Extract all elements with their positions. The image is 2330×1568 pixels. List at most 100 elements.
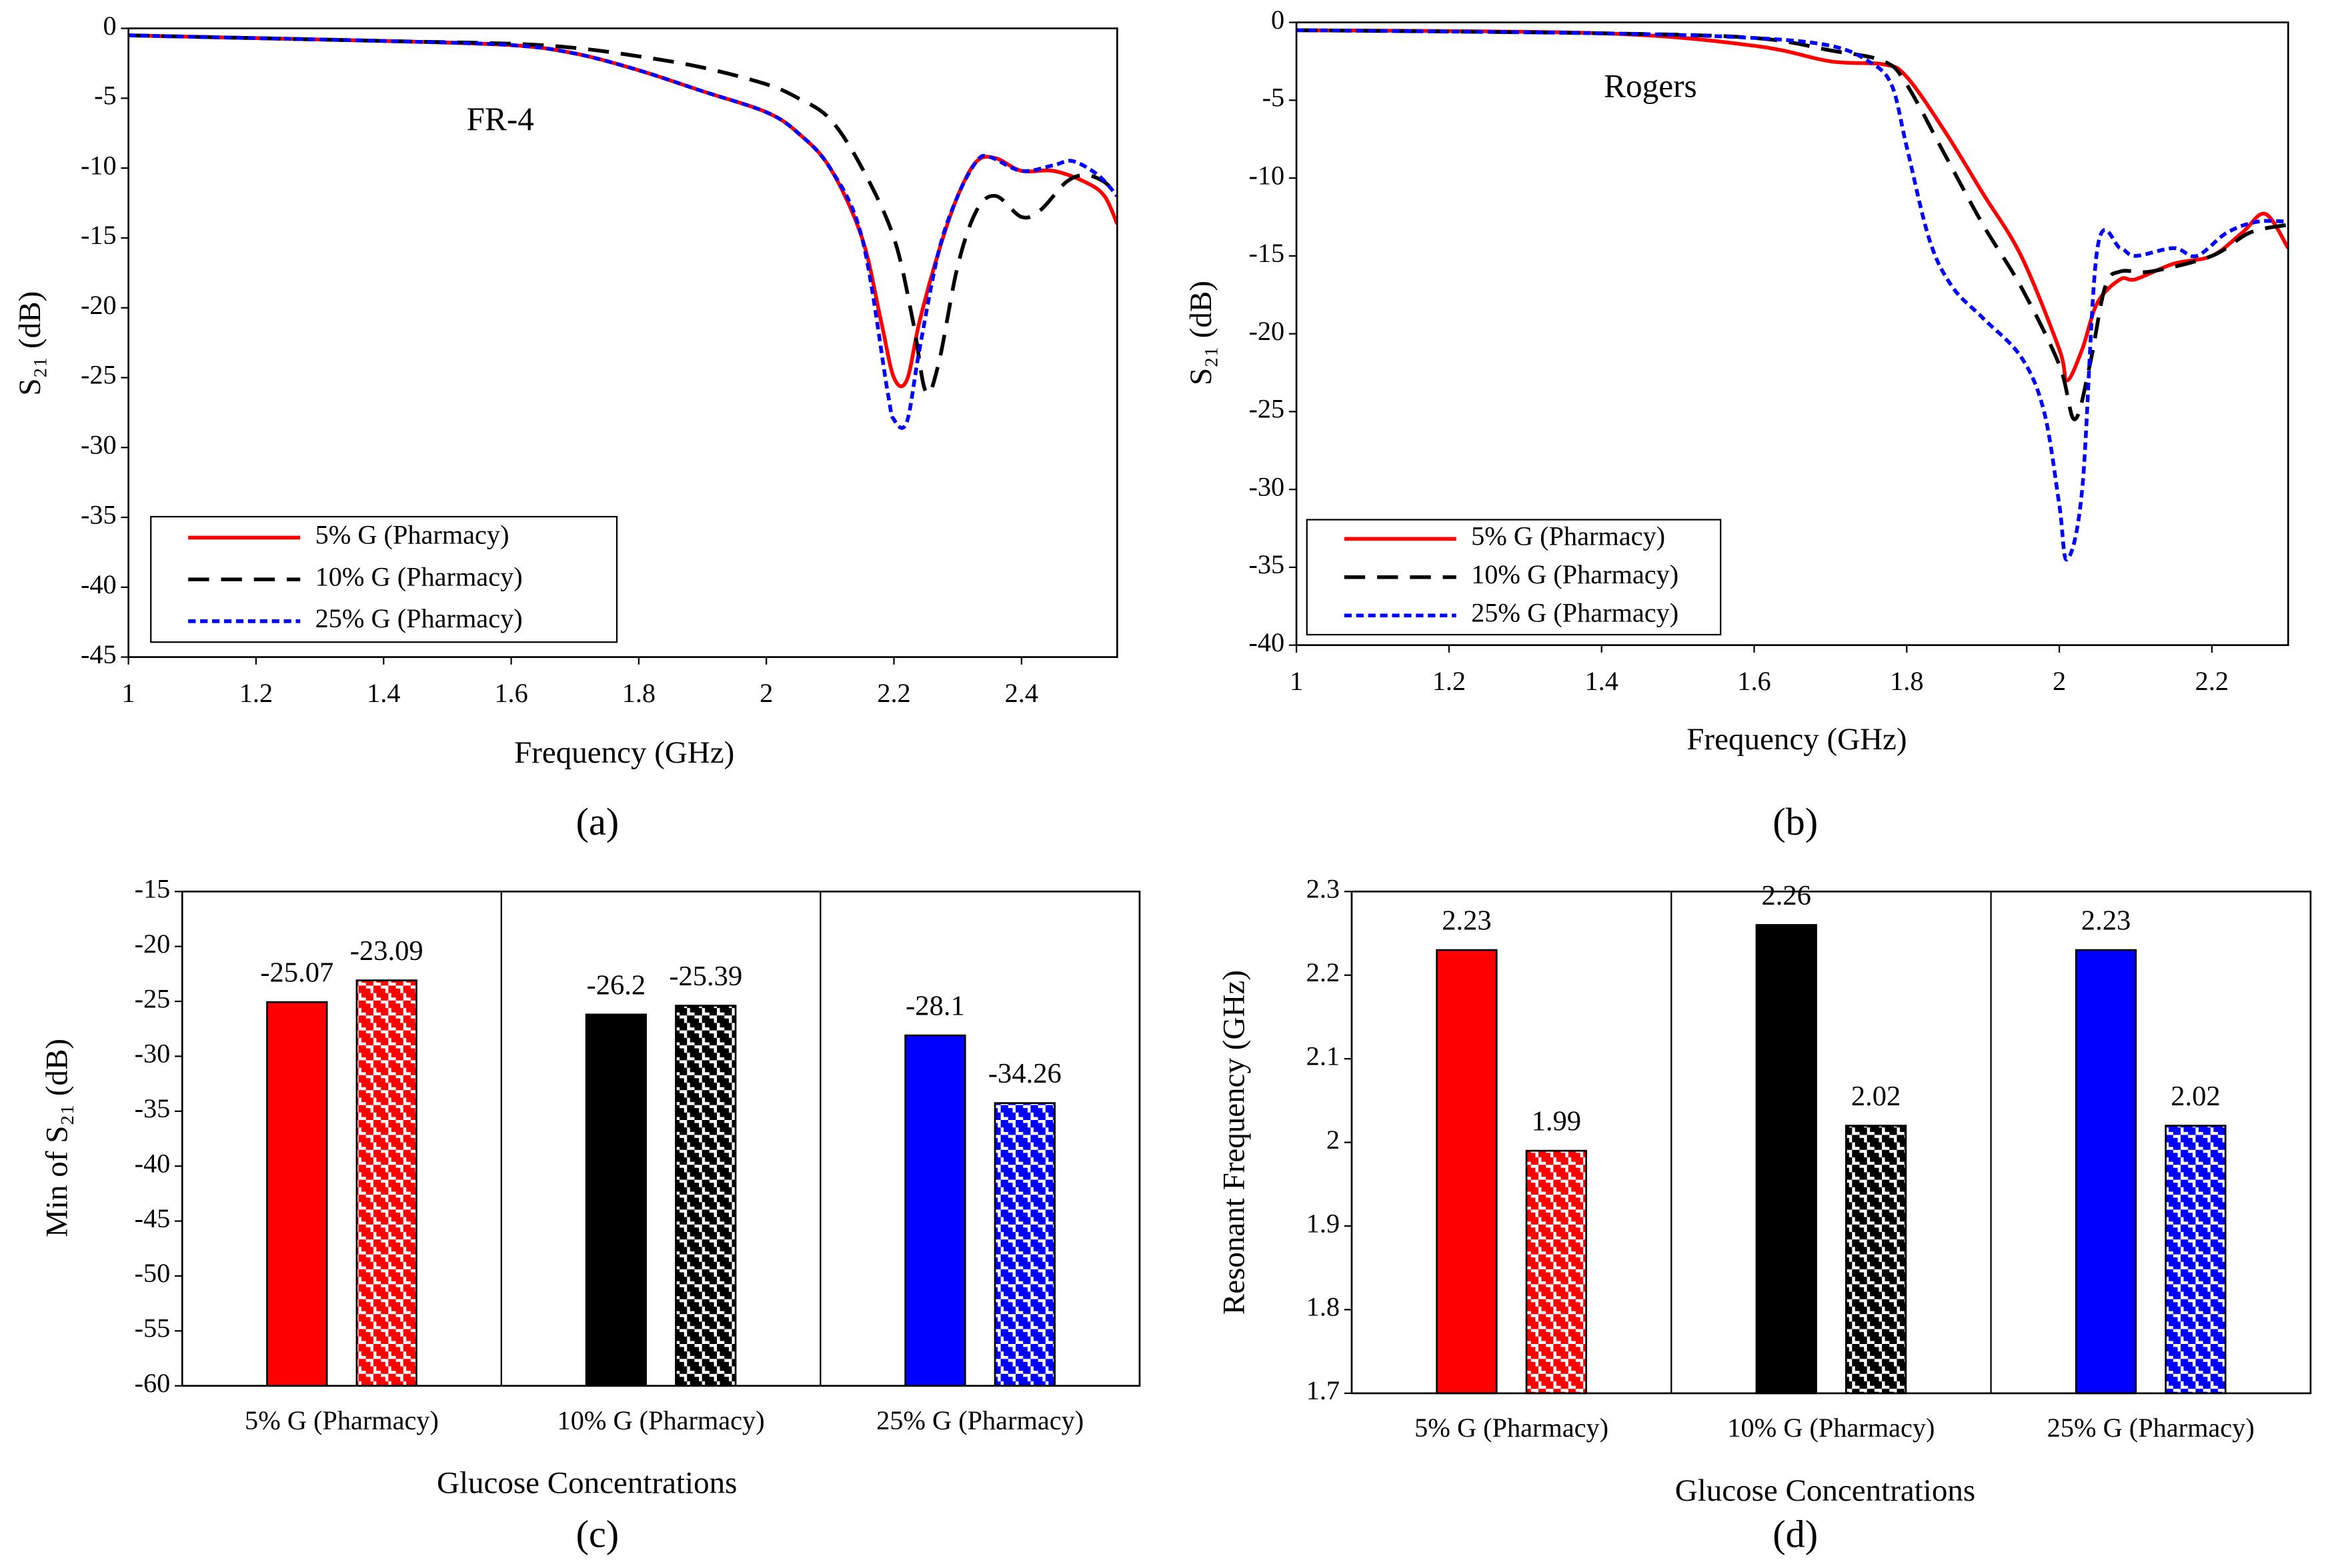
y-tick-label: -50	[135, 1258, 171, 1288]
value-label: 2.23	[2081, 905, 2131, 937]
bar	[2075, 949, 2137, 1395]
line-series	[1296, 28, 2289, 562]
value-label: -26.2	[587, 969, 646, 1001]
annotation: Rogers	[1604, 68, 1697, 105]
value-label: -25.07	[260, 957, 333, 989]
y-tick-label: -25	[81, 360, 117, 390]
y-tick-label: 2	[1326, 1125, 1340, 1155]
x-tick-label: 1	[1290, 666, 1303, 696]
bar	[1436, 949, 1498, 1395]
y-tick-label: -40	[1248, 627, 1284, 657]
x-tick-label: 5% G (Pharmacy)	[1414, 1413, 1608, 1443]
y-tick-label: -10	[81, 150, 117, 180]
x-tick-label: 1.6	[1737, 666, 1771, 696]
value-label: -28.1	[906, 991, 965, 1022]
value-label: -23.09	[350, 935, 423, 967]
value-label: 1.99	[1532, 1106, 1581, 1137]
y-axis-title: Min of S₂₁ (dB)	[39, 1039, 74, 1237]
y-tick-label: -20	[135, 929, 171, 959]
plot-frame	[127, 27, 1118, 658]
legend-label: 5% G (Pharmacy)	[1471, 521, 1665, 551]
bar	[675, 1005, 737, 1387]
y-tick-label: -10	[1248, 160, 1284, 190]
y-tick-label: -35	[1248, 549, 1284, 579]
bar	[994, 1102, 1056, 1387]
bar	[1845, 1125, 1907, 1395]
x-tick-label: 1	[122, 678, 135, 708]
bar	[1755, 924, 1817, 1395]
y-tick-label: -30	[1248, 471, 1284, 501]
panel-label: (a)	[576, 800, 620, 843]
panel-label: (c)	[576, 1513, 620, 1556]
value-label: 2.23	[1442, 905, 1491, 937]
y-tick-label: -15	[135, 874, 171, 904]
x-axis-title: Frequency (GHz)	[514, 735, 734, 770]
x-axis-title: Frequency (GHz)	[1686, 722, 1907, 757]
plot-frame	[1350, 890, 2312, 1395]
y-axis-title: S₂₁ (dB)	[1184, 281, 1218, 385]
value-label: 2.02	[1851, 1081, 1901, 1112]
x-tick-label: 1.4	[1585, 666, 1618, 696]
chart-panel: -15 -20 -25 -30 -35 -40 -45 -50 -55 -60 Glucose Co…	[39, 874, 1141, 1556]
x-tick-label: 2.2	[2195, 666, 2229, 696]
y-axis-title: Resonant Frequency (GHz)	[1216, 970, 1251, 1315]
y-tick-label: -30	[135, 1039, 171, 1069]
value-label: -34.26	[988, 1058, 1062, 1089]
x-tick-label: 1.2	[239, 678, 273, 708]
y-tick-label: -25	[135, 983, 171, 1013]
x-tick-label: 1.4	[367, 678, 400, 708]
x-tick-label: 2	[2053, 666, 2066, 696]
y-tick-label: -40	[135, 1148, 171, 1178]
bar	[266, 1001, 328, 1387]
legend-label: 10% G (Pharmacy)	[1471, 559, 1678, 589]
x-tick-label: 2.4	[1005, 678, 1038, 708]
legend-label: 5% G (Pharmacy)	[315, 520, 509, 550]
plot-frame	[1295, 21, 2289, 647]
legend-label: 10% G (Pharmacy)	[315, 561, 523, 591]
value-label: -25.39	[669, 961, 742, 992]
y-tick-label: -35	[135, 1093, 171, 1123]
panel-label: (d)	[1773, 1513, 1818, 1556]
x-tick-label: 2.2	[877, 678, 910, 708]
legend-label: 25% G (Pharmacy)	[315, 603, 523, 633]
x-tick-label: 5% G (Pharmacy)	[245, 1405, 439, 1435]
line-series	[1296, 28, 2289, 383]
y-tick-label: -40	[81, 569, 117, 599]
x-axis-title: Glucose Concentrations	[437, 1466, 737, 1501]
y-tick-label: 1.8	[1306, 1292, 1340, 1322]
legend-label: 25% G (Pharmacy)	[1471, 598, 1678, 628]
y-tick-label: -35	[81, 499, 117, 529]
x-tick-label: 10% G (Pharmacy)	[1727, 1413, 1935, 1443]
y-tick-label: -25	[1248, 394, 1284, 424]
bar	[355, 979, 417, 1387]
y-tick-label: -30	[81, 430, 117, 460]
y-tick-label: -45	[81, 639, 117, 669]
y-tick-label: -15	[81, 220, 117, 250]
plot-frame	[181, 890, 1141, 1387]
chart-panel: 2.3 2.2 2.1 2 1.9 1.8 1.7 Glucose Concentration…	[1216, 874, 2312, 1556]
y-tick-label: 1.7	[1306, 1375, 1340, 1405]
x-tick-label: 1.8	[622, 678, 656, 708]
bar	[2165, 1125, 2227, 1395]
panel-label: (b)	[1773, 800, 1818, 843]
y-tick-label: -5	[94, 81, 117, 111]
x-tick-label: 1.8	[1890, 666, 1923, 696]
x-tick-label: 2	[760, 678, 773, 708]
value-label: 2.26	[1762, 880, 1811, 911]
bar	[585, 1013, 648, 1387]
chart-panel: 0 -5 -10 -15 -20 -25 -30 -35 -40 -45 Frequency (GH…	[13, 11, 1118, 843]
x-tick-label: 1.6	[494, 678, 527, 708]
y-tick-label: -20	[81, 290, 117, 320]
x-axis-title: Glucose Concentrations	[1675, 1473, 1975, 1508]
chart-panel: 0 -5 -10 -15 -20 -25 -30 -35 -40 Frequency (GHz) S…	[1184, 5, 2289, 843]
y-axis-title: S₂₁ (dB)	[13, 291, 47, 396]
bar	[1525, 1149, 1587, 1395]
y-tick-label: -20	[1248, 316, 1284, 346]
annotation: FR-4	[467, 101, 534, 137]
x-tick-label: 1.2	[1432, 666, 1466, 696]
y-tick-label: -55	[135, 1313, 171, 1343]
x-tick-label: 25% G (Pharmacy)	[2047, 1413, 2255, 1443]
y-tick-label: 2.1	[1306, 1041, 1340, 1071]
